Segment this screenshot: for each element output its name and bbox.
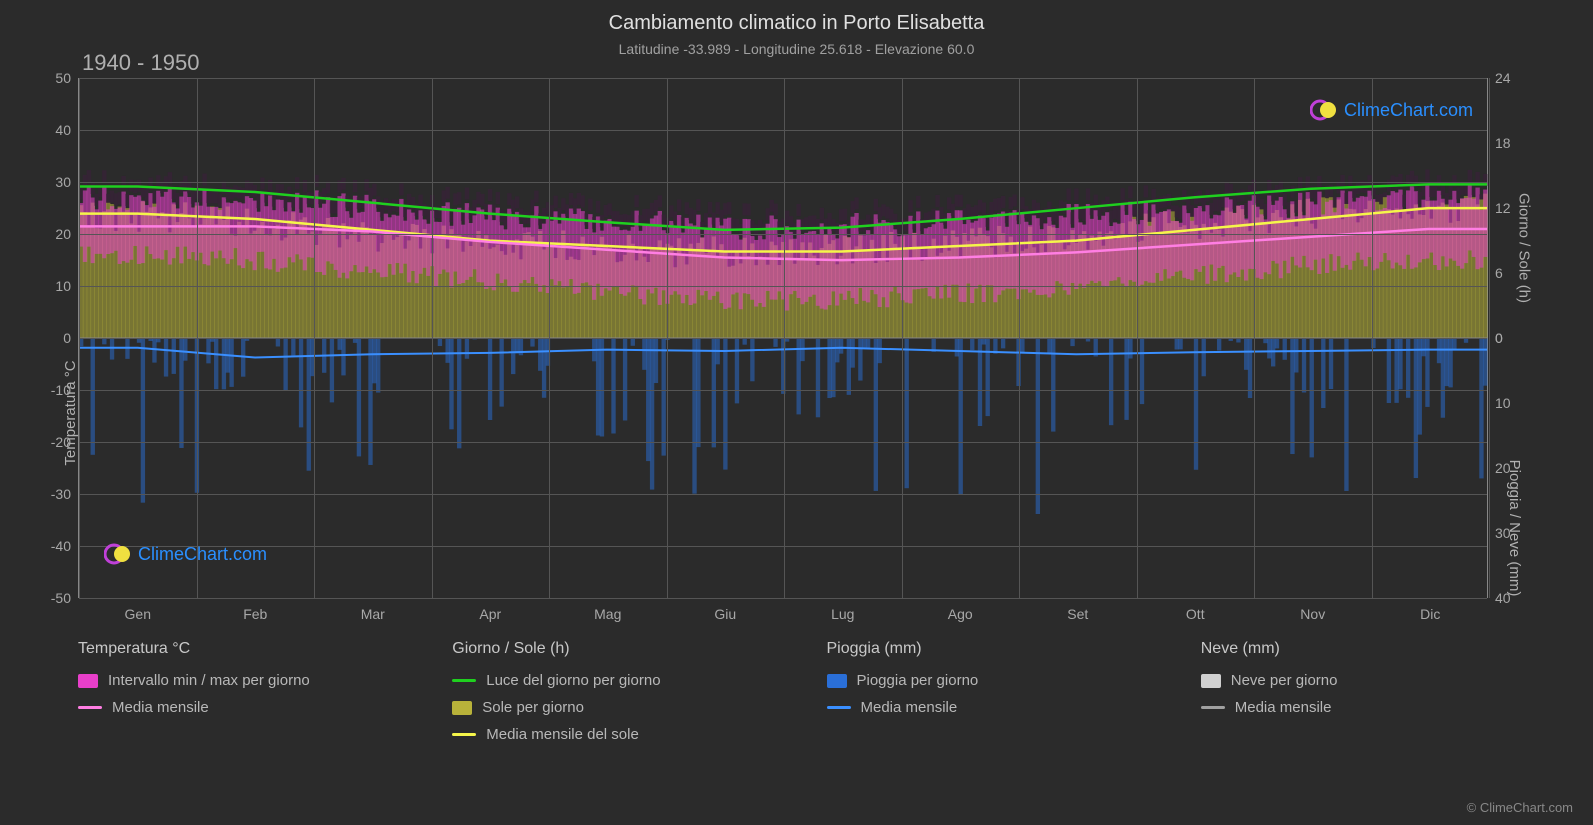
swatch-line-icon xyxy=(827,706,851,709)
brand-logo-top: ClimeChart.com xyxy=(1310,96,1473,124)
x-tick: Mag xyxy=(594,598,621,622)
brand-text: ClimeChart.com xyxy=(138,544,267,565)
y-left-tick: 20 xyxy=(55,226,79,242)
x-tick: Lug xyxy=(831,598,854,622)
legend-item-daylight: Luce del giorno per giorno xyxy=(452,672,766,689)
x-tick: Gen xyxy=(125,598,151,622)
legend-heading: Giorno / Sole (h) xyxy=(452,640,766,658)
legend-label: Neve per giorno xyxy=(1231,672,1338,689)
swatch-line-icon xyxy=(1201,706,1225,709)
chart-subtitle: Latitudine -33.989 - Longitudine 25.618 … xyxy=(0,35,1593,57)
legend-label: Intervallo min / max per giorno xyxy=(108,672,310,689)
swatch-icon xyxy=(452,701,472,715)
legend-heading: Neve (mm) xyxy=(1201,640,1515,658)
x-tick: Mar xyxy=(361,598,385,622)
legend-item-rain-mean: Media mensile xyxy=(827,699,1141,716)
x-tick: Set xyxy=(1067,598,1088,622)
y-right-bottom-tick: 40 xyxy=(1487,590,1511,606)
y-left-tick: -30 xyxy=(51,486,79,502)
y-right-bottom-tick: 30 xyxy=(1487,525,1511,541)
swatch-line-icon xyxy=(452,733,476,736)
x-tick: Apr xyxy=(479,598,501,622)
y-left-tick: -20 xyxy=(51,434,79,450)
legend-label: Sole per giorno xyxy=(482,699,584,716)
legend-item-rain-daily: Pioggia per giorno xyxy=(827,672,1141,689)
period-label: 1940 - 1950 xyxy=(82,50,199,76)
y-left-tick: -40 xyxy=(51,538,79,554)
y-right-bottom-tick: 20 xyxy=(1487,460,1511,476)
climechart-icon xyxy=(1310,96,1338,124)
legend-label: Media mensile xyxy=(861,699,958,716)
climechart-icon xyxy=(104,540,132,568)
swatch-icon xyxy=(827,674,847,688)
legend-item-snow-daily: Neve per giorno xyxy=(1201,672,1515,689)
brand-text: ClimeChart.com xyxy=(1344,100,1473,121)
x-tick: Nov xyxy=(1300,598,1325,622)
y-left-tick: 30 xyxy=(55,174,79,190)
y-left-tick: 10 xyxy=(55,278,79,294)
legend-label: Media mensile del sole xyxy=(486,726,639,743)
legend-label: Media mensile xyxy=(1235,699,1332,716)
brand-logo-bottom: ClimeChart.com xyxy=(104,540,267,568)
legend-item-sun: Sole per giorno xyxy=(452,699,766,716)
y-left-tick: -10 xyxy=(51,382,79,398)
y-left-tick: 0 xyxy=(63,330,79,346)
legend-item-temp-range: Intervallo min / max per giorno xyxy=(78,672,392,689)
plot-area: -50-40-30-20-100102030405006121824010203… xyxy=(78,78,1488,598)
y-right-top-tick: 18 xyxy=(1487,135,1511,151)
legend-label: Luce del giorno per giorno xyxy=(486,672,660,689)
x-tick: Feb xyxy=(243,598,267,622)
legend-item-sun-mean: Media mensile del sole xyxy=(452,726,766,743)
copyright-text: © ClimeChart.com xyxy=(1467,800,1573,815)
legend-label: Pioggia per giorno xyxy=(857,672,979,689)
legend-col-snow: Neve (mm) Neve per giorno Media mensile xyxy=(1201,640,1515,753)
climate-chart: Cambiamento climatico in Porto Elisabett… xyxy=(0,0,1593,825)
swatch-line-icon xyxy=(78,706,102,709)
swatch-icon xyxy=(78,674,98,688)
y-right-bottom-tick: 10 xyxy=(1487,395,1511,411)
swatch-icon xyxy=(1201,674,1221,688)
y-right-top-tick: 24 xyxy=(1487,70,1511,86)
legend: Temperatura °C Intervallo min / max per … xyxy=(78,640,1515,753)
x-tick: Dic xyxy=(1420,598,1440,622)
legend-col-temp: Temperatura °C Intervallo min / max per … xyxy=(78,640,392,753)
y-left-tick: 50 xyxy=(55,70,79,86)
x-tick: Ago xyxy=(948,598,973,622)
x-tick: Ott xyxy=(1186,598,1205,622)
y-right-top-tick: 12 xyxy=(1487,200,1511,216)
legend-label: Media mensile xyxy=(112,699,209,716)
swatch-line-icon xyxy=(452,679,476,682)
y-left-tick: -50 xyxy=(51,590,79,606)
y-left-tick: 40 xyxy=(55,122,79,138)
x-tick: Giu xyxy=(714,598,736,622)
legend-item-temp-mean: Media mensile xyxy=(78,699,392,716)
legend-col-daysun: Giorno / Sole (h) Luce del giorno per gi… xyxy=(452,640,766,753)
legend-heading: Temperatura °C xyxy=(78,640,392,658)
legend-heading: Pioggia (mm) xyxy=(827,640,1141,658)
y-axis-right-top-title: Giorno / Sole (h) xyxy=(1515,192,1532,302)
chart-title: Cambiamento climatico in Porto Elisabett… xyxy=(0,0,1593,35)
legend-col-rain: Pioggia (mm) Pioggia per giorno Media me… xyxy=(827,640,1141,753)
legend-item-snow-mean: Media mensile xyxy=(1201,699,1515,716)
